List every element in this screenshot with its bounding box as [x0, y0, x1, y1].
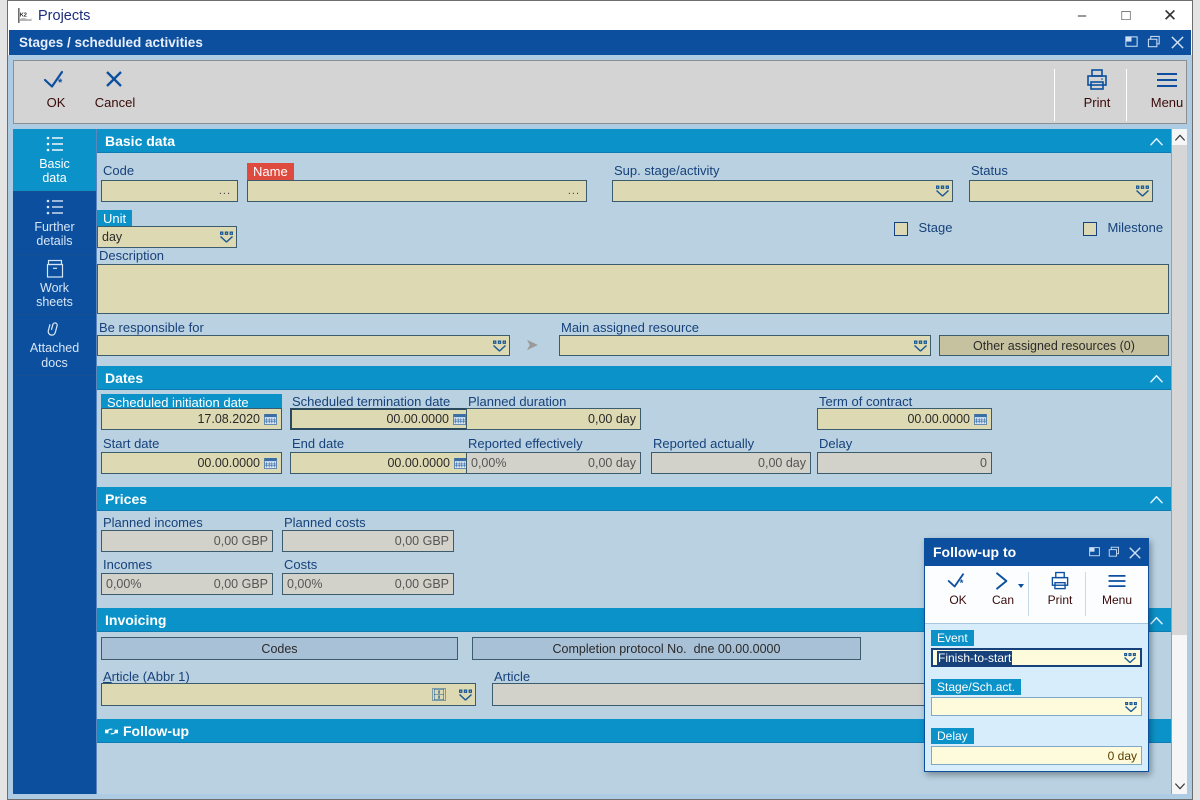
svg-text:K2: K2: [20, 12, 27, 18]
svg-text:*: *: [58, 77, 63, 89]
svg-text:*: *: [960, 578, 964, 588]
